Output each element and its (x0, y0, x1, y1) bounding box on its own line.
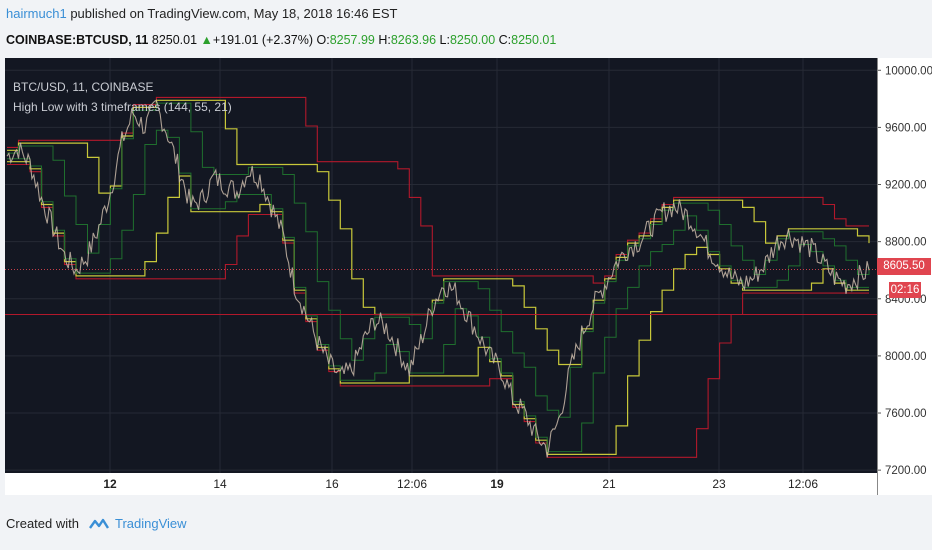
price-series (6, 99, 870, 458)
open-value: 8257.99 (329, 33, 375, 47)
x-tick-label: 21 (602, 477, 616, 491)
y-tick-label: 8000.00 (885, 351, 927, 363)
x-axis-band (5, 473, 877, 495)
symbol-label[interactable]: COINBASE:BTCUSD, 11 (6, 33, 149, 47)
x-tick-label: 12 (103, 477, 117, 491)
legend-symbol[interactable]: BTC/USD, 11, COINBASE (13, 80, 154, 94)
price-chart[interactable]: 12 14 16 12:06 19 21 23 12:06 (5, 58, 877, 495)
price-line (6, 99, 870, 458)
y-tick-label: 9600.00 (885, 122, 927, 134)
tradingview-link[interactable]: TradingView (114, 516, 187, 531)
publish-header: hairmuch1 published on TradingView.com, … (6, 6, 397, 21)
high-label: H: (378, 33, 391, 47)
y-tick-label: 10000.00 (885, 65, 932, 77)
x-tick-label: 14 (213, 477, 227, 491)
x-tick-label: 12:06 (397, 477, 427, 491)
high-value: 8263.96 (390, 33, 437, 47)
red-channel-low (7, 163, 869, 458)
published-text: published on TradingView.com, May 18, 20… (70, 6, 398, 21)
y-tick-label: 7200.00 (885, 465, 927, 477)
change-value: +191.01 (+2.37%) (212, 33, 313, 47)
green-channel-high (7, 102, 870, 418)
open-label: O: (316, 33, 330, 47)
price-axis[interactable]: 10000.00 9600.00 9200.00 8800.00 8400.00 8000… (877, 58, 932, 495)
last-price: 8250.01 (151, 33, 198, 47)
footer: Created with TradingView (6, 516, 187, 531)
low-label: L: (439, 33, 450, 47)
countdown-tag: 02:16 (889, 282, 921, 298)
y-tick-label: 7600.00 (885, 408, 927, 420)
y-axis-svg: 10000.009600.009200.008800.008400.008000… (877, 58, 932, 495)
tradingview-logo-icon (89, 518, 109, 529)
channel-lines (5, 96, 877, 458)
x-tick-label: 23 (712, 477, 726, 491)
current-price-tag: 8605.50 (877, 258, 931, 275)
x-axis-ticks: 12 14 16 12:06 19 21 23 12:06 (5, 473, 877, 495)
x-tick-label: 19 (490, 477, 504, 491)
close-value: 8250.01 (511, 33, 557, 47)
quote-bar: COINBASE:BTCUSD, 11 8250.01 ▲+191.01 (+2… (6, 33, 556, 47)
close-label: C: (498, 33, 512, 47)
y-tick-label: 8800.00 (885, 237, 927, 249)
legend-indicator[interactable]: High Low with 3 timeframes (144, 55, 21) (13, 100, 232, 114)
y-tick-label: 9200.00 (885, 180, 927, 192)
x-tick-label: 16 (325, 477, 339, 491)
author-link[interactable]: hairmuch1 (6, 6, 67, 21)
green-channel-low (7, 129, 869, 453)
chart-legend: BTC/USD, 11, COINBASE High Low with 3 ti… (13, 77, 232, 117)
x-tick-label: 12:06 (788, 477, 818, 491)
created-with-label: Created with (6, 516, 79, 531)
yellow-channel-high (7, 99, 870, 366)
up-arrow-icon: ▲ (200, 33, 213, 47)
low-value: 8250.00 (449, 33, 496, 47)
